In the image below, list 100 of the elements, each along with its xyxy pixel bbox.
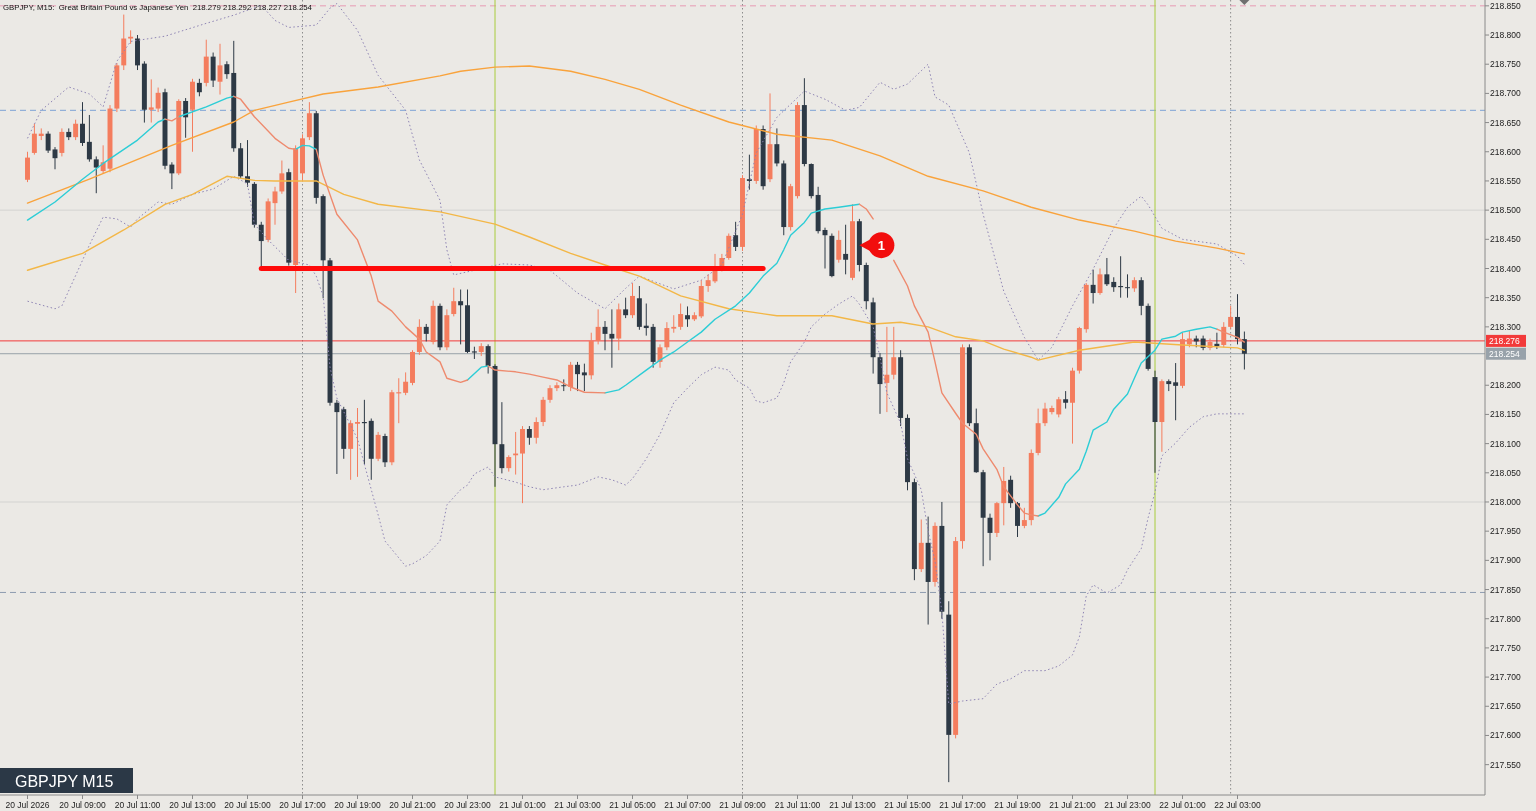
y-tick-label: 217.750	[1490, 642, 1521, 653]
candlestick	[31, 123, 37, 156]
x-tick-label: 21 Jul 19:00	[994, 800, 1041, 810]
y-tick-label: 218.800	[1490, 30, 1521, 41]
candlestick	[623, 297, 629, 319]
candlestick	[458, 289, 464, 345]
y-tick-label: 218.200	[1490, 380, 1521, 391]
y-tick-label: 218.100	[1490, 438, 1521, 449]
x-tick-label: 20 Jul 15:00	[224, 800, 271, 810]
candlestick	[169, 161, 175, 190]
x-tick-label: 21 Jul 15:00	[884, 800, 931, 810]
annotation: 1	[877, 237, 885, 253]
candlestick	[1015, 501, 1020, 538]
candlestick	[526, 425, 532, 446]
x-tick-label: 21 Jul 23:00	[1104, 800, 1151, 810]
candlestick	[1104, 257, 1110, 287]
candlestick	[86, 114, 92, 163]
candlestick	[581, 363, 587, 392]
candlestick	[836, 230, 842, 264]
y-tick-label: 217.850	[1490, 584, 1521, 595]
candlestick	[1173, 362, 1179, 421]
candlestick	[630, 282, 635, 319]
candlestick	[554, 381, 560, 392]
x-tick-label: 20 Jul 11:00	[114, 800, 161, 810]
x-tick-label: 22 Jul 03:00	[1214, 800, 1261, 810]
y-tick-label: 217.800	[1490, 613, 1521, 624]
y-tick-label: 218.850	[1490, 0, 1521, 11]
candlestick	[1221, 321, 1227, 348]
candlestick	[45, 130, 51, 154]
y-tick-label: 218.600	[1490, 146, 1521, 157]
candlestick	[533, 416, 539, 445]
candlestick	[843, 224, 849, 275]
candlestick	[1090, 269, 1096, 305]
candlestick	[609, 308, 615, 369]
x-tick-label: 21 Jul 03:00	[554, 800, 601, 810]
candlestick	[540, 396, 546, 427]
candlestick	[451, 287, 457, 317]
candlestick	[334, 399, 340, 475]
ref-line-label: 218.276	[1489, 335, 1520, 346]
y-tick-label: 218.750	[1490, 59, 1521, 70]
y-tick-label: 217.950	[1490, 526, 1521, 537]
x-tick-label: 21 Jul 09:00	[719, 800, 766, 810]
candlestick	[1228, 305, 1234, 330]
candlestick	[664, 321, 670, 351]
x-tick-label: 20 Jul 23:00	[444, 800, 491, 810]
candlestick	[306, 101, 312, 141]
candlestick	[499, 401, 505, 474]
candlestick	[595, 308, 601, 345]
y-tick-label: 218.450	[1490, 234, 1521, 245]
y-tick-label: 218.350	[1490, 292, 1521, 303]
candlestick	[1056, 396, 1062, 418]
candlestick	[355, 407, 360, 478]
candlestick	[1235, 293, 1240, 345]
y-tick-label: 218.000	[1490, 496, 1521, 507]
candlestick	[726, 232, 732, 261]
candlestick	[575, 361, 580, 392]
candlestick	[733, 221, 739, 252]
candlestick	[73, 119, 79, 141]
x-tick-label: 20 Jul 09:00	[59, 800, 106, 810]
candlestick	[93, 155, 99, 194]
candlestick	[774, 127, 780, 167]
x-tick-label: 20 Jul 17:00	[279, 800, 326, 810]
candlestick	[685, 305, 690, 328]
y-tick-label: 218.500	[1490, 205, 1521, 216]
candlestick	[485, 343, 491, 375]
y-tick-label: 218.300	[1490, 321, 1521, 332]
x-tick-label: 20 Jul 19:00	[334, 800, 381, 810]
y-tick-label: 217.650	[1490, 701, 1521, 712]
candlestick	[403, 371, 409, 396]
candlestick	[1241, 331, 1247, 370]
candlestick	[155, 87, 161, 113]
y-tick-label: 218.550	[1490, 175, 1521, 186]
line-series	[26, 65, 1246, 255]
candlestick	[258, 221, 264, 269]
y-tick-label: 217.600	[1490, 730, 1521, 741]
x-tick-label: 21 Jul 07:00	[664, 800, 711, 810]
candlestick	[891, 326, 897, 380]
candlestick	[148, 78, 154, 124]
candlestick	[210, 52, 216, 88]
candlestick	[1008, 475, 1014, 509]
x-tick-label: 20 Jul 2026	[5, 800, 50, 810]
candlestick	[746, 154, 752, 191]
x-tick-label: 21 Jul 05:00	[609, 800, 656, 810]
y-tick-label: 217.550	[1490, 759, 1521, 770]
candlestick	[1125, 273, 1130, 299]
x-tick-label: 21 Jul 01:00	[499, 800, 546, 810]
annotation: GBPJPY M15	[15, 772, 114, 790]
candlestick	[128, 29, 134, 45]
candlestick	[884, 326, 890, 413]
y-tick-label: 217.700	[1490, 672, 1521, 683]
x-tick-label: 20 Jul 13:00	[169, 800, 216, 810]
x-tick-label: 22 Jul 01:00	[1159, 800, 1206, 810]
x-tick-label: 21 Jul 17:00	[939, 800, 986, 810]
y-tick-label: 218.650	[1490, 117, 1521, 128]
y-tick-label: 218.700	[1490, 88, 1521, 99]
y-tick-label: 218.150	[1490, 409, 1521, 420]
candlestick	[678, 303, 684, 331]
x-tick-label: 21 Jul 11:00	[774, 800, 821, 810]
candlestick	[705, 273, 711, 293]
y-tick-label: 218.400	[1490, 263, 1521, 274]
